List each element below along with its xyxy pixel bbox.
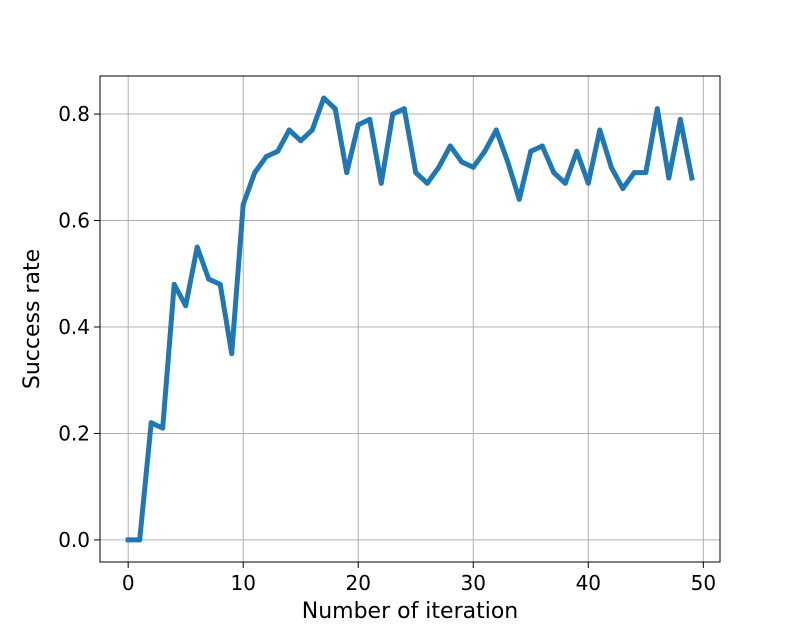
y-tick-label: 0.2 — [58, 421, 90, 445]
data-point — [666, 175, 672, 181]
data-point — [436, 164, 442, 170]
data-point — [562, 180, 568, 186]
data-point — [229, 351, 235, 357]
data-point — [206, 276, 212, 282]
data-point — [424, 180, 430, 186]
data-point — [240, 202, 246, 208]
data-point — [643, 170, 649, 176]
data-point — [355, 122, 361, 128]
x-tick-label: 30 — [461, 571, 486, 595]
data-point — [470, 164, 476, 170]
data-point — [390, 111, 396, 117]
data-point — [332, 106, 338, 112]
y-axis-label: Success rate — [20, 249, 45, 389]
data-point — [183, 303, 189, 309]
y-tick-label: 0.8 — [58, 102, 90, 126]
y-tick-label: 0.6 — [58, 209, 90, 233]
data-point — [263, 154, 269, 160]
data-point — [125, 537, 131, 543]
data-point — [459, 159, 465, 165]
x-tick-label: 0 — [122, 571, 135, 595]
data-point — [585, 180, 591, 186]
data-point — [252, 170, 258, 176]
data-point — [401, 106, 407, 112]
x-tick-label: 40 — [576, 571, 601, 595]
ticks: 0 10 20 30 40 50 0.0 0.2 0.4 0.6 0.8 — [58, 102, 716, 595]
data-point — [654, 106, 660, 112]
data-point — [447, 143, 453, 149]
x-tick-label: 50 — [691, 571, 716, 595]
data-point — [286, 127, 292, 133]
data-point — [148, 420, 154, 426]
series-line — [125, 95, 695, 543]
x-tick-label: 20 — [346, 571, 371, 595]
data-point — [608, 164, 614, 170]
data-point — [137, 537, 143, 543]
x-axis-label: Number of iteration — [302, 599, 519, 624]
data-point — [321, 95, 327, 101]
data-point — [689, 175, 695, 181]
data-point — [217, 281, 223, 287]
data-point — [516, 196, 522, 202]
data-point — [551, 170, 557, 176]
data-point — [677, 116, 683, 122]
data-point — [171, 281, 177, 287]
series-layer — [125, 95, 695, 543]
data-point — [160, 425, 166, 431]
y-tick-label: 0.0 — [58, 528, 90, 552]
data-point — [482, 148, 488, 154]
data-point — [631, 170, 637, 176]
data-point — [493, 127, 499, 133]
data-point — [505, 159, 511, 165]
y-tick-label: 0.4 — [58, 315, 90, 339]
grid — [100, 76, 720, 562]
data-point — [309, 127, 315, 133]
data-point — [574, 148, 580, 154]
data-point — [194, 244, 200, 250]
axes-frame — [99, 75, 721, 563]
data-point — [367, 116, 373, 122]
data-point — [597, 127, 603, 133]
data-point — [539, 143, 545, 149]
data-point — [378, 180, 384, 186]
data-point — [344, 170, 350, 176]
data-point — [620, 186, 626, 192]
data-point — [413, 170, 419, 176]
data-point — [298, 138, 304, 144]
data-point — [528, 148, 534, 154]
data-point — [275, 148, 281, 154]
x-tick-label: 10 — [230, 571, 255, 595]
